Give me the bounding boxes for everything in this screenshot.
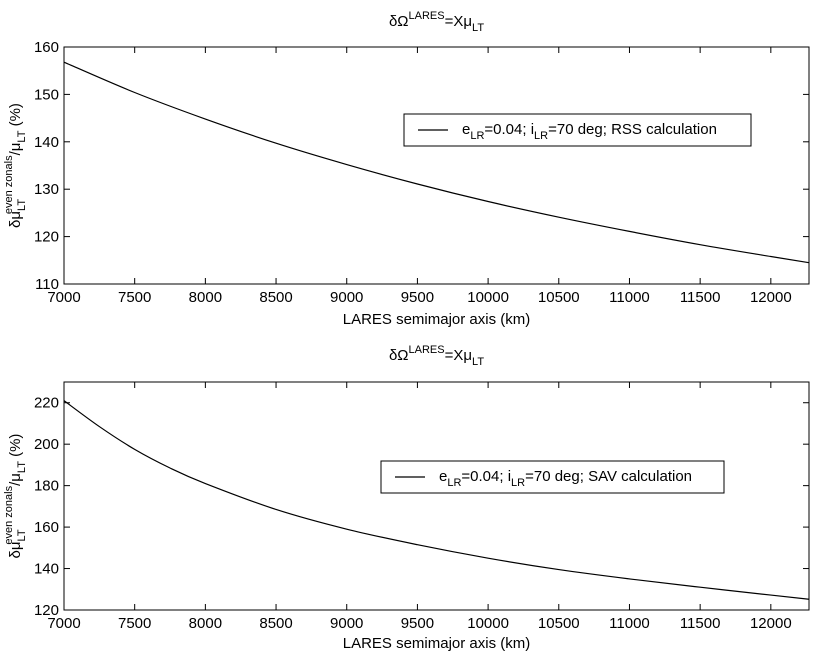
- legend-entry: eLR=0.04; iLR=70 deg; RSS calculation: [462, 121, 717, 142]
- y-tick-label: 160: [34, 519, 59, 536]
- legend: eLR=0.04; iLR=70 deg; RSS calculation: [403, 113, 752, 147]
- chart-title: δΩLARES=XμLT: [389, 10, 484, 34]
- y-tick-label: 130: [34, 181, 59, 198]
- y-tick-label: 180: [34, 478, 59, 495]
- x-tick-label: 10500: [538, 289, 580, 306]
- legend-entry: eLR=0.04; iLR=70 deg; SAV calculation: [439, 468, 692, 489]
- x-axis-label: LARES semimajor axis (km): [343, 635, 531, 652]
- x-tick-label: 10000: [467, 289, 509, 306]
- x-tick-label: 11500: [680, 615, 721, 632]
- y-tick-label: 200: [34, 436, 59, 453]
- y-tick-label: 140: [34, 561, 59, 578]
- y-tick-label: 120: [34, 602, 59, 619]
- x-tick-label: 9500: [401, 615, 434, 632]
- y-tick-label: 160: [34, 39, 59, 56]
- x-tick-label: 7000: [47, 615, 80, 632]
- chart-panel-2: δΩLARES=XμLT 7000 7500 8000 8500 9000 9500 1000…: [3, 344, 810, 652]
- y-tick-label: 120: [34, 229, 59, 246]
- x-tick-label: 11000: [609, 289, 650, 306]
- y-tick-label: 110: [35, 276, 59, 293]
- x-tick-label: 12000: [750, 615, 792, 632]
- x-tick-label: 12000: [750, 289, 792, 306]
- y-tick-label: 150: [34, 86, 59, 103]
- legend-box: [380, 460, 725, 494]
- y-axis-label: δμLTeven zonals/μLT (%): [3, 434, 28, 559]
- chart-title: δΩLARES=XμLT: [389, 344, 484, 368]
- x-tick-label: 9000: [330, 615, 363, 632]
- y-tick-label: 220: [34, 395, 59, 412]
- series-line: [63, 61, 810, 264]
- x-tick-label: 8500: [259, 289, 292, 306]
- x-tick-label: 7000: [47, 289, 80, 306]
- x-tick-label: 11000: [609, 615, 650, 632]
- x-tick-label: 10000: [467, 615, 509, 632]
- x-tick-label: 7500: [118, 615, 151, 632]
- legend: eLR=0.04; iLR=70 deg; SAV calculation: [380, 460, 725, 494]
- x-tick-label: 8500: [259, 615, 292, 632]
- x-tick-label: 8000: [189, 289, 222, 306]
- x-tick-label: 11500: [680, 289, 721, 306]
- y-tick-label: 140: [34, 134, 59, 151]
- x-tick-label: 9000: [330, 289, 363, 306]
- x-tick-label: 8000: [189, 615, 222, 632]
- plot-frame: [63, 381, 810, 611]
- x-axis-label: LARES semimajor axis (km): [343, 311, 531, 328]
- plot-frame: [63, 46, 810, 285]
- y-axis-label: δμLTeven zonals/μLT (%): [3, 103, 28, 228]
- legend-box: [403, 113, 752, 147]
- chart-panel-1: δΩLARES=XμLT 7000 7500 8000 8500 9000 9500 1000…: [3, 10, 810, 328]
- x-tick-label: 9500: [401, 289, 434, 306]
- x-tick-label: 7500: [118, 289, 151, 306]
- series-line: [63, 400, 810, 600]
- x-tick-label: 10500: [538, 615, 580, 632]
